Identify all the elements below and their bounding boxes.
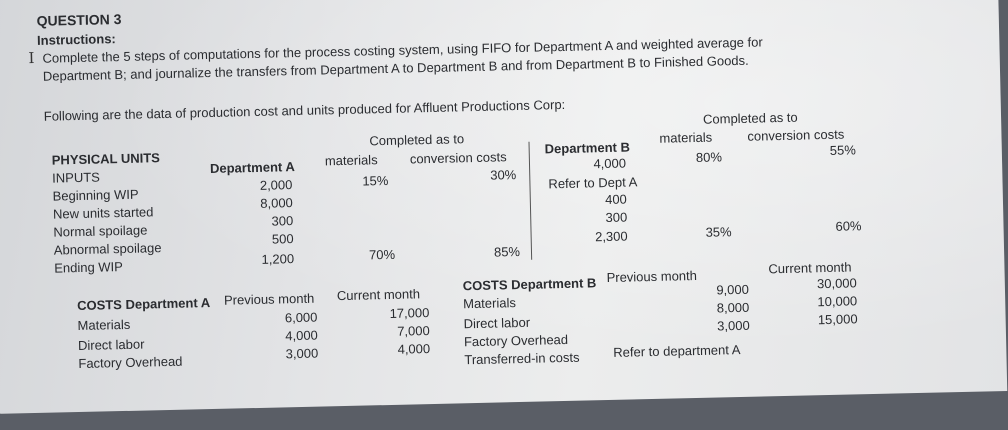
dept-b-materials-header: materials (659, 129, 713, 146)
costs-b-row-materials: Materials (462, 295, 517, 312)
costs-a-overhead-current: 4,000 (397, 341, 431, 357)
intro-text: Following are the data of production cos… (43, 96, 566, 124)
row-abnormal-spoilage: Abnormal spoilage (53, 240, 162, 258)
dept-b-abnormal-spoilage: 300 (605, 209, 628, 226)
costs-a-materials-previous: 6,000 (284, 309, 318, 326)
dept-b-ending-wip: 2,300 (594, 228, 628, 245)
dept-b-end-conversion-pct: 60% (835, 218, 862, 234)
costs-b-row-overhead: Factory Overhead (463, 331, 569, 350)
dept-b-new-units: Refer to Dept A (548, 174, 638, 192)
costs-b-row-direct-labor: Direct labor (463, 314, 531, 332)
costs-b-current-header: Current month (768, 259, 852, 277)
costs-a-materials-current: 17,000 (389, 305, 430, 321)
dept-a-abnormal-spoilage: 500 (271, 231, 294, 247)
dept-b-begin-materials-pct: 80% (695, 149, 723, 165)
costs-a-row-materials: Materials (77, 316, 131, 334)
dept-a-header: Department A (209, 159, 295, 177)
costs-b-labor-current: 10,000 (817, 293, 858, 310)
question-sheet: QUESTION 3 Instructions: I Complete the … (0, 0, 1008, 414)
costs-a-previous-header: Previous month (223, 290, 315, 308)
costs-b-overhead-previous: 3,000 (717, 317, 750, 334)
dept-a-begin-conversion-pct: 30% (490, 167, 517, 183)
costs-a-labor-current: 7,000 (397, 323, 430, 339)
dept-a-begin-materials-pct: 15% (362, 172, 389, 189)
instructions-label: Instructions: (36, 31, 116, 48)
costs-a-overhead-previous: 3,000 (285, 345, 319, 362)
costs-b-previous-header: Previous month (606, 267, 698, 286)
physical-units-title: PHYSICAL UNITS (51, 150, 161, 168)
costs-a-row-overhead: Factory Overhead (78, 353, 183, 372)
costs-b-materials-previous: 9,000 (716, 281, 750, 298)
costs-a-labor-previous: 4,000 (285, 327, 318, 344)
column-divider (528, 141, 533, 260)
costs-b-materials-current: 30,000 (816, 275, 857, 292)
dept-a-conversion-header: conversion costs (409, 149, 507, 167)
row-new-units: New units started (52, 204, 154, 222)
dept-b-normal-spoilage: 400 (604, 191, 627, 208)
row-normal-spoilage: Normal spoilage (53, 222, 148, 240)
costs-b-labor-previous: 8,000 (716, 299, 750, 316)
costs-a-row-direct-labor: Direct labor (77, 336, 145, 354)
costs-b-title: COSTS Department B (462, 275, 597, 294)
row-ending-wip: Ending WIP (54, 259, 124, 276)
costs-a-current-header: Current month (336, 286, 421, 304)
question-title: QUESTION 3 (36, 10, 122, 29)
costs-a-title: COSTS Department A (76, 295, 211, 314)
costs-b-transferred-in-previous: Refer to department A (613, 342, 741, 360)
dept-b-begin-conversion-pct: 55% (829, 142, 856, 158)
inputs-label: INPUTS (52, 169, 101, 186)
dept-a-materials-header: materials (324, 152, 378, 169)
dept-a-beginning-wip: 2,000 (259, 177, 293, 193)
dept-a-ending-wip: 1,200 (261, 251, 295, 267)
dept-b-header: Department B (544, 139, 631, 157)
costs-b-overhead-current: 15,000 (817, 311, 858, 328)
dept-b-end-materials-pct: 35% (705, 224, 732, 240)
costs-b-row-transferred-in: Transferred-in costs (464, 349, 580, 368)
row-beginning-wip: Beginning WIP (52, 186, 139, 204)
dept-a-end-materials-pct: 70% (368, 246, 396, 263)
dept-a-new-units: 8,000 (260, 195, 293, 211)
dept-a-end-conversion-pct: 85% (493, 243, 521, 260)
dept-a-normal-spoilage: 300 (271, 213, 294, 229)
dept-a-completed-as-to: Completed as to (369, 131, 465, 149)
text-cursor-icon: I (28, 48, 35, 68)
dept-b-beginning-wip: 4,000 (593, 155, 627, 172)
dept-b-completed-as-to: Completed as to (702, 109, 798, 127)
